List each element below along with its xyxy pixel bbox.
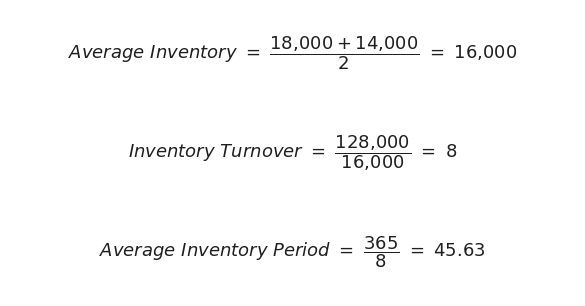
Text: $\mathit{Average\ Inventory}\ =\ \dfrac{18{,}000 + 14{,}000}{2}\ =\ 16{,}000$: $\mathit{Average\ Inventory}\ =\ \dfrac{… bbox=[68, 35, 517, 73]
Text: $\mathit{Average\ Inventory\ Period}\ =\ \dfrac{365}{8}\ =\ 45.63$: $\mathit{Average\ Inventory\ Period}\ =\… bbox=[99, 235, 486, 270]
Text: $\mathit{Inventory\ Turnover}\ =\ \dfrac{128{,}000}{16{,}000}\ =\ 8$: $\mathit{Inventory\ Turnover}\ =\ \dfrac… bbox=[128, 133, 457, 173]
